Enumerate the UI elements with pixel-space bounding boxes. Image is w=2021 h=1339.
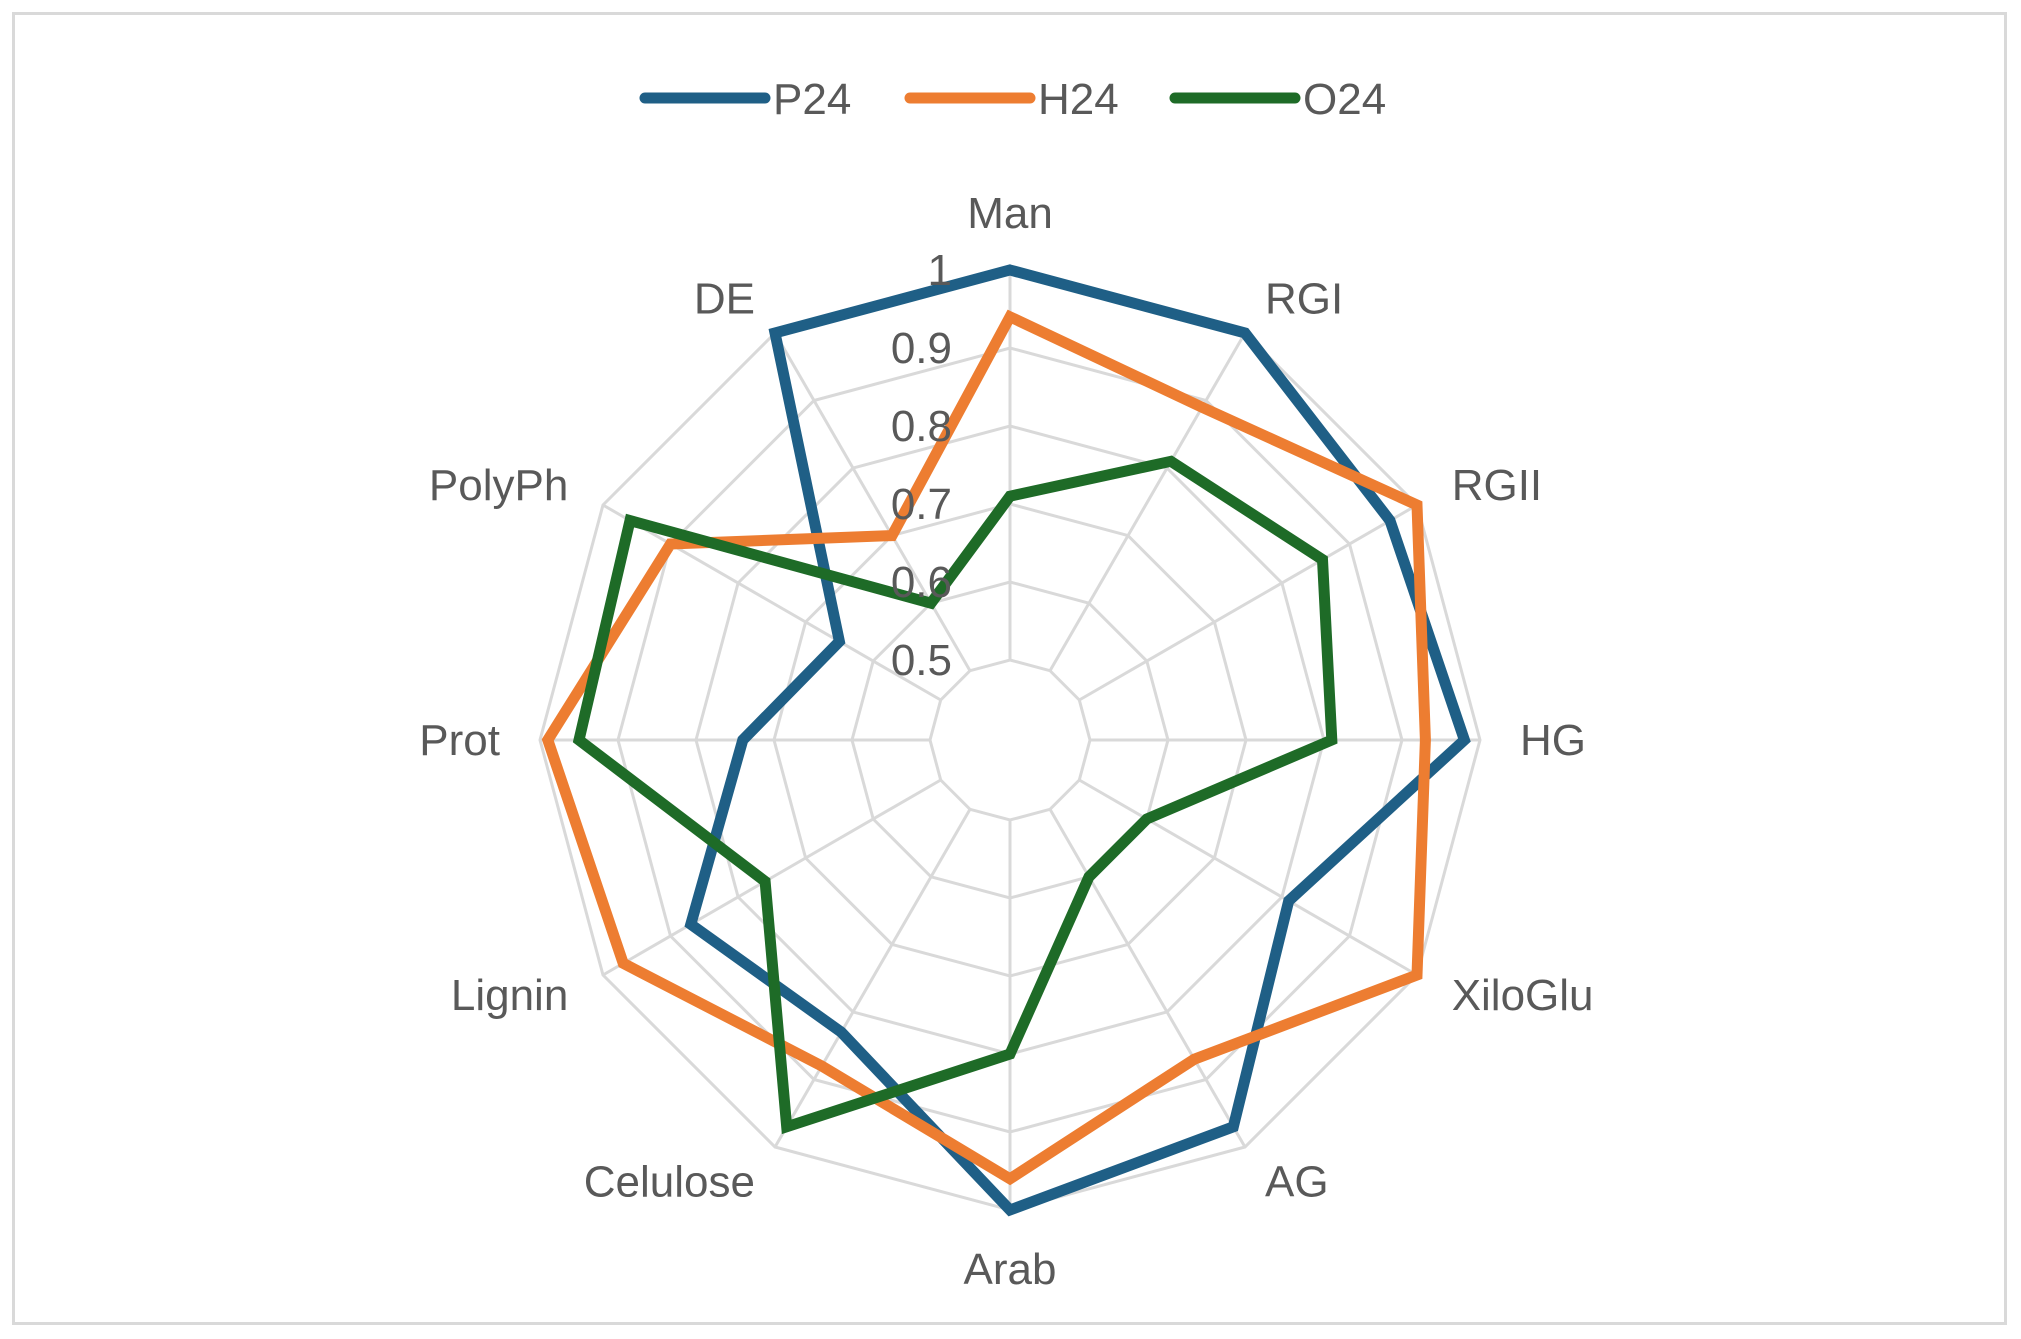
- tick-label-1: 0.6: [891, 558, 952, 607]
- spoke-RGII: [1078, 503, 1418, 702]
- category-label-Lignin: Lignin: [451, 971, 568, 1020]
- spoke-PolyPh: [602, 503, 942, 702]
- category-label-Arab: Arab: [964, 1245, 1057, 1294]
- category-label-HG: HG: [1520, 716, 1586, 765]
- spoke-Celulose: [773, 808, 972, 1148]
- category-label-DE: DE: [694, 274, 755, 323]
- legend-label-H24: H24: [1038, 75, 1119, 124]
- series-line-O24: [572, 455, 1338, 1135]
- category-label-PolyPh: PolyPh: [429, 461, 568, 510]
- tick-label-5: 1: [928, 246, 952, 295]
- spoke-AG: [1048, 808, 1247, 1148]
- spoke-DE: [773, 332, 972, 672]
- category-label-RGI: RGI: [1265, 274, 1343, 323]
- category-label-Man: Man: [967, 189, 1053, 238]
- category-label-Prot: Prot: [419, 716, 500, 765]
- radial-tick-labels: 0.5 0.6 0.7 0.8 0.9 1: [891, 246, 952, 685]
- series-line-P24: [684, 264, 1471, 1217]
- legend: P24 H24 O24: [639, 75, 1386, 124]
- category-label-XiloGlu: XiloGlu: [1452, 971, 1594, 1020]
- tick-label-3: 0.8: [891, 402, 952, 451]
- radar-grid: [538, 268, 1482, 1212]
- category-label-RGII: RGII: [1452, 461, 1542, 510]
- tick-label-2: 0.7: [891, 480, 952, 529]
- category-label-AG: AG: [1265, 1158, 1329, 1207]
- spoke-XiloGlu: [1078, 778, 1418, 977]
- category-labels: Man RGI RGII HG XiloGlu AG Arab Celulose Lignin P…: [419, 189, 1593, 1294]
- spoke-Lignin: [602, 778, 942, 977]
- legend-label-O24: O24: [1303, 75, 1386, 124]
- legend-label-P24: P24: [773, 75, 851, 124]
- grid-ring-0: [928, 658, 1092, 822]
- category-label-Celulose: Celulose: [584, 1158, 755, 1207]
- series-line-H24: [541, 309, 1431, 1186]
- tick-label-4: 0.9: [891, 324, 952, 373]
- spoke-RGI: [1048, 332, 1247, 672]
- radar-series: [541, 264, 1471, 1217]
- chart-frame: [12, 12, 2007, 1325]
- tick-label-0: 0.5: [891, 636, 952, 685]
